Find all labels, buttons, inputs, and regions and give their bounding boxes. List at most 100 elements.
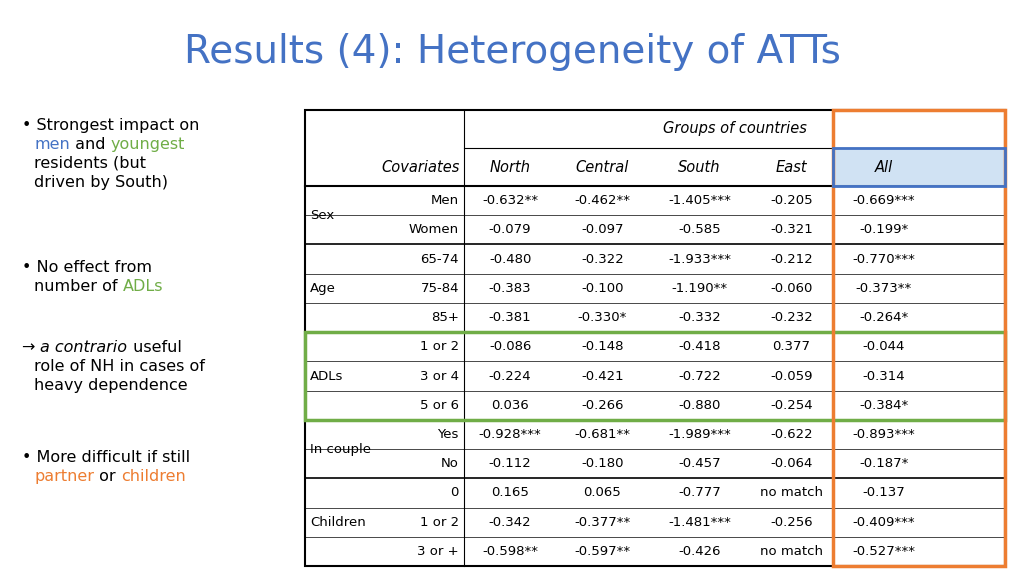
Text: 0.036: 0.036 (492, 399, 529, 412)
Text: -0.893***: -0.893*** (853, 428, 915, 441)
Text: -0.224: -0.224 (488, 369, 531, 382)
Text: no match: no match (760, 545, 823, 558)
Text: →: → (22, 340, 41, 355)
Text: or: or (94, 469, 121, 484)
Text: • Strongest impact on: • Strongest impact on (22, 118, 200, 133)
Text: -0.585: -0.585 (678, 223, 721, 236)
Text: -0.212: -0.212 (770, 253, 813, 266)
Text: • No effect from: • No effect from (22, 260, 152, 275)
Text: -0.480: -0.480 (488, 253, 531, 266)
Text: -1.989***: -1.989*** (668, 428, 731, 441)
Text: • More difficult if still: • More difficult if still (22, 450, 190, 465)
Text: -0.457: -0.457 (678, 457, 721, 470)
Text: -0.342: -0.342 (488, 516, 531, 529)
Text: -0.381: -0.381 (488, 311, 531, 324)
Text: youngest: youngest (111, 137, 184, 152)
Text: -0.256: -0.256 (770, 516, 813, 529)
Text: 85+: 85+ (431, 311, 459, 324)
Text: Age: Age (310, 282, 336, 295)
Text: -0.180: -0.180 (582, 457, 624, 470)
Text: Central: Central (575, 160, 629, 175)
Text: Sex: Sex (310, 209, 334, 222)
Text: -0.928***: -0.928*** (479, 428, 542, 441)
Text: partner: partner (34, 469, 94, 484)
Text: -0.373**: -0.373** (856, 282, 912, 295)
Text: number of: number of (34, 279, 123, 294)
Bar (833, 110, 1005, 566)
Text: -0.332: -0.332 (678, 311, 721, 324)
Text: -0.314: -0.314 (862, 369, 905, 382)
Text: All: All (874, 160, 893, 175)
Text: ADLs: ADLs (310, 369, 343, 382)
Text: -0.060: -0.060 (770, 282, 813, 295)
Text: -0.681**: -0.681** (574, 428, 631, 441)
Text: -0.462**: -0.462** (574, 194, 631, 207)
Text: 0: 0 (451, 486, 459, 499)
Text: -0.321: -0.321 (770, 223, 813, 236)
Text: men: men (34, 137, 70, 152)
Text: -0.777: -0.777 (678, 486, 721, 499)
Text: -0.383: -0.383 (488, 282, 531, 295)
Text: -0.418: -0.418 (678, 340, 721, 353)
Text: No: No (441, 457, 459, 470)
Bar (833, 148, 1005, 186)
Text: Men: Men (431, 194, 459, 207)
Text: and: and (70, 137, 111, 152)
Text: useful: useful (128, 340, 181, 355)
Text: 1 or 2: 1 or 2 (420, 340, 459, 353)
Text: -0.100: -0.100 (582, 282, 624, 295)
Text: -0.232: -0.232 (770, 311, 813, 324)
Text: -0.112: -0.112 (488, 457, 531, 470)
Text: North: North (489, 160, 530, 175)
Text: ADLs: ADLs (123, 279, 163, 294)
Text: a contrario: a contrario (41, 340, 128, 355)
Bar (305, 110, 1005, 566)
Text: -0.059: -0.059 (770, 369, 813, 382)
Text: -0.409***: -0.409*** (853, 516, 915, 529)
Text: residents (but: residents (but (34, 156, 146, 171)
Text: -0.266: -0.266 (582, 399, 624, 412)
Text: -0.527***: -0.527*** (852, 545, 915, 558)
Text: -1.190**: -1.190** (672, 282, 727, 295)
Text: -0.632**: -0.632** (482, 194, 539, 207)
Text: -0.187*: -0.187* (859, 457, 908, 470)
Text: -0.137: -0.137 (862, 486, 905, 499)
Text: 65-74: 65-74 (421, 253, 459, 266)
Text: Groups of countries: Groups of countries (663, 122, 806, 137)
Text: 5 or 6: 5 or 6 (420, 399, 459, 412)
Text: Children: Children (310, 516, 366, 529)
Text: 3 or +: 3 or + (417, 545, 459, 558)
Text: -0.722: -0.722 (678, 369, 721, 382)
Text: Results (4): Heterogeneity of ATTs: Results (4): Heterogeneity of ATTs (183, 33, 841, 71)
Text: driven by South): driven by South) (34, 175, 168, 190)
Text: -0.205: -0.205 (770, 194, 813, 207)
Text: children: children (121, 469, 185, 484)
Text: -1.933***: -1.933*** (668, 253, 731, 266)
Text: Women: Women (409, 223, 459, 236)
Text: 0.377: 0.377 (772, 340, 811, 353)
Text: -0.880: -0.880 (678, 399, 721, 412)
Text: In couple: In couple (310, 442, 371, 456)
Text: South: South (678, 160, 721, 175)
Text: -0.384*: -0.384* (859, 399, 908, 412)
Text: -1.405***: -1.405*** (668, 194, 731, 207)
Bar (833, 148, 1005, 186)
Text: -0.097: -0.097 (582, 223, 624, 236)
Text: 0.065: 0.065 (584, 486, 622, 499)
Text: role of NH in cases of: role of NH in cases of (34, 359, 205, 374)
Text: -0.044: -0.044 (862, 340, 905, 353)
Text: -0.597**: -0.597** (574, 545, 631, 558)
Text: -0.254: -0.254 (770, 399, 813, 412)
Text: East: East (776, 160, 807, 175)
Text: -0.064: -0.064 (770, 457, 813, 470)
Text: -0.148: -0.148 (582, 340, 624, 353)
Text: -0.426: -0.426 (678, 545, 721, 558)
Text: -0.330*: -0.330* (578, 311, 627, 324)
Text: -0.770***: -0.770*** (852, 253, 915, 266)
Text: -0.622: -0.622 (770, 428, 813, 441)
Text: -0.322: -0.322 (582, 253, 624, 266)
Text: -0.377**: -0.377** (574, 516, 631, 529)
Text: Yes: Yes (437, 428, 459, 441)
Text: 1 or 2: 1 or 2 (420, 516, 459, 529)
Text: -0.199*: -0.199* (859, 223, 908, 236)
